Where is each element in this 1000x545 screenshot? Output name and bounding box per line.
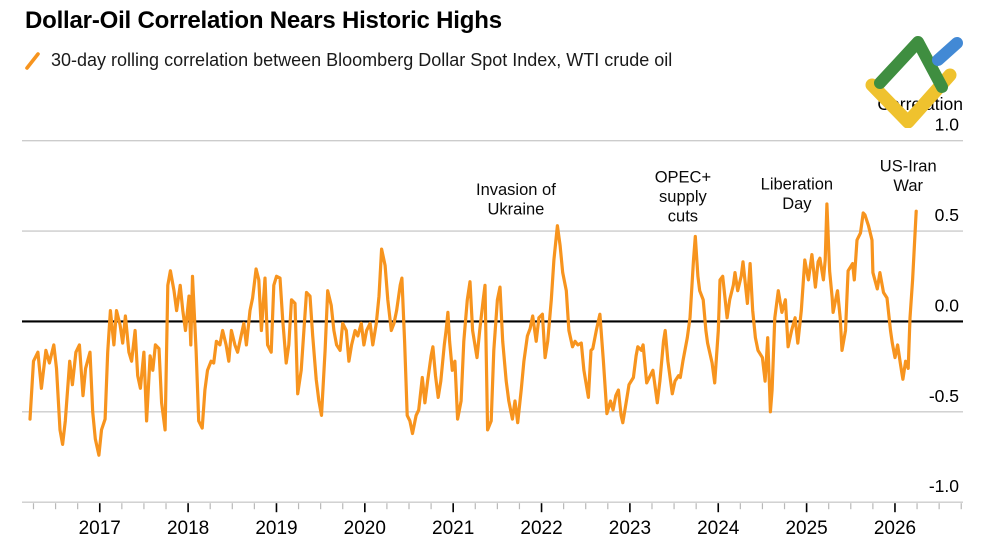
legend: 30-day rolling correlation between Bloom… — [24, 50, 672, 71]
x-tick-label: 2019 — [255, 518, 297, 539]
line-swatch-icon — [25, 51, 40, 70]
x-tick-label: 2024 — [697, 518, 740, 539]
x-tick-label: 2020 — [344, 518, 386, 539]
x-tick-label: 2026 — [874, 518, 916, 539]
logo-blue-segment-icon — [932, 37, 963, 66]
y-tick-label: -1.0 — [929, 476, 959, 496]
y-tick-label: 1.0 — [935, 115, 960, 135]
x-tick-label: 2022 — [520, 518, 562, 539]
litefinance-logo — [865, 36, 963, 128]
annotation: Liberation Day — [761, 176, 833, 214]
annotation: OPEC+ supply cuts — [655, 168, 711, 225]
annotation: US-Iran War — [880, 157, 937, 195]
logo-green-zigzag-icon — [874, 36, 948, 93]
y-tick-label: 0.0 — [935, 295, 960, 315]
logo-yellow-check-icon — [865, 68, 957, 128]
chart-title: Dollar-Oil Correlation Nears Historic Hi… — [25, 7, 502, 34]
y-tick-label: 0.5 — [935, 205, 959, 225]
x-tick-label: 2023 — [609, 518, 651, 539]
annotation: Invasion of Ukraine — [476, 181, 556, 219]
x-tick-label: 2025 — [785, 518, 827, 539]
x-tick-label: 2021 — [432, 518, 474, 539]
legend-label: 30-day rolling correlation between Bloom… — [51, 50, 673, 70]
y-tick-label: -0.5 — [929, 386, 959, 406]
x-tick-label: 2018 — [167, 518, 209, 539]
correlation-line — [28, 202, 918, 457]
x-tick-label: 2017 — [79, 518, 121, 539]
